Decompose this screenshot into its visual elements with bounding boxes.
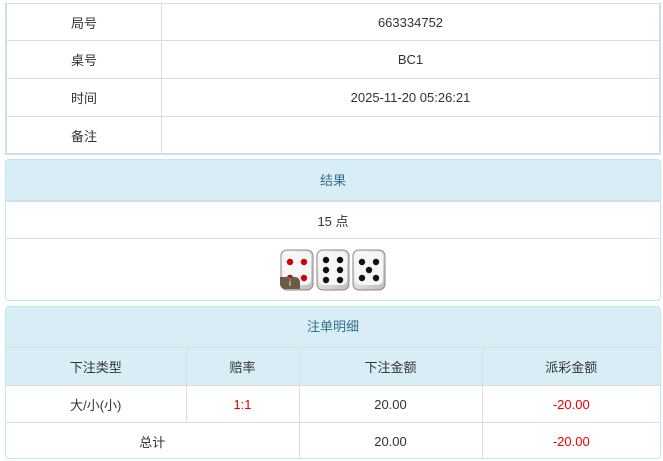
info-table: 局号 663334752 桌号 BC1 时间 2025-11-20 05:26:21 … [5, 3, 661, 155]
payout: -20.00 [481, 385, 660, 423]
die-5-icon [352, 249, 386, 290]
bet-type: 大/小(小) [6, 385, 187, 423]
value-round: 663334752 [161, 3, 660, 41]
label-note: 备注 [6, 116, 162, 154]
value-time: 2025-11-20 05:26:21 [161, 78, 660, 117]
value-table: BC1 [161, 40, 660, 79]
result-title: 结果 [6, 160, 660, 201]
total-row: 总计 20.00 -20.00 [6, 422, 660, 458]
die-6-icon [316, 249, 350, 290]
header-bet-type: 下注类型 [6, 347, 187, 386]
table-row: 大/小(小) 1:1 20.00 -20.00 [6, 385, 660, 423]
dice-group: i [280, 249, 386, 291]
bet-details-panel: 注单明细 下注类型 赔率 下注金额 派彩金额 大/小(小) 1:1 20.00 … [5, 306, 661, 459]
result-points: 15 点 [6, 201, 660, 238]
info-icon[interactable]: i [280, 276, 300, 289]
header-bet-amount: 下注金额 [298, 347, 483, 386]
label-time: 时间 [6, 78, 162, 117]
odds: 1:1 [185, 385, 300, 423]
header-payout: 派彩金额 [481, 347, 660, 386]
total-amount: 20.00 [298, 422, 483, 458]
header-odds: 赔率 [185, 347, 300, 386]
bet-details-title: 注单明细 [6, 307, 660, 347]
label-table: 桌号 [6, 40, 162, 79]
label-round: 局号 [6, 3, 162, 41]
result-panel: 结果 15 点 i [5, 159, 661, 301]
total-label: 总计 [6, 422, 300, 458]
bet-amount: 20.00 [298, 385, 483, 423]
total-payout: -20.00 [481, 422, 660, 458]
value-note [161, 116, 660, 154]
